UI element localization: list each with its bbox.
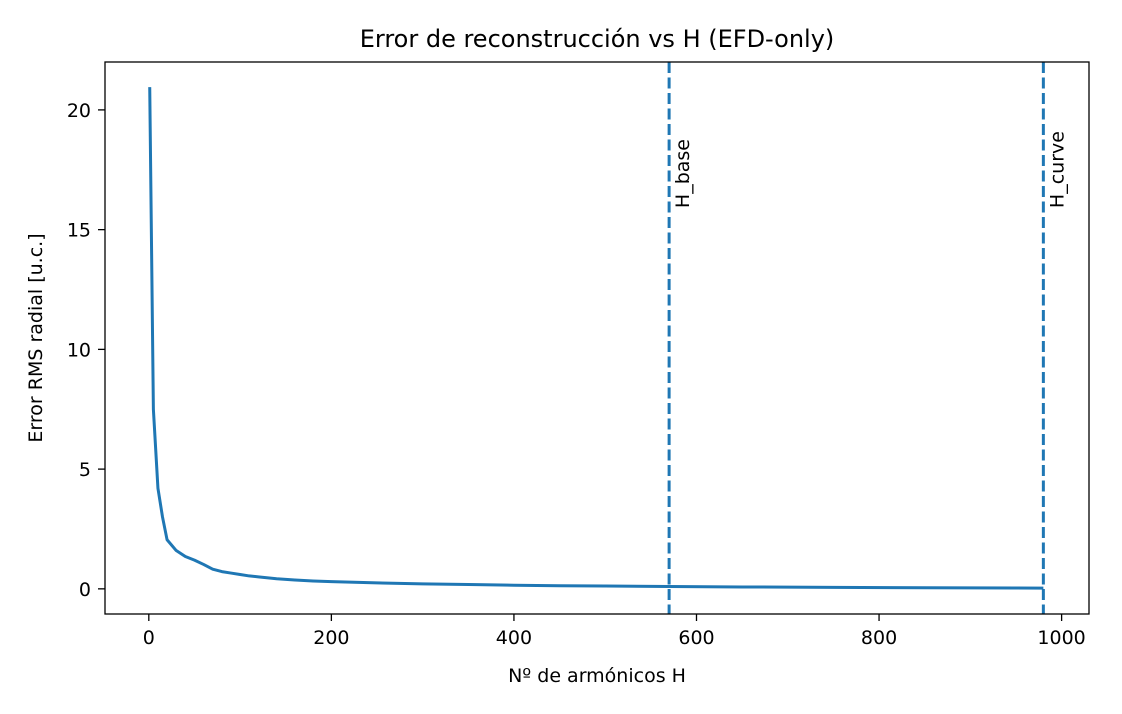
vline-label-h-curve: H_curve bbox=[1046, 131, 1068, 208]
x-tick-label: 600 bbox=[678, 627, 714, 649]
axis-ticks: 0 200 400 600 800 1000 0 5 10 15 20 bbox=[67, 100, 1086, 649]
x-tick-label: 200 bbox=[313, 627, 349, 649]
chart-title: Error de reconstrucción vs H (EFD-only) bbox=[360, 25, 835, 53]
x-tick-label: 1000 bbox=[1037, 627, 1085, 649]
x-tick-label: 800 bbox=[861, 627, 897, 649]
x-axis-label: Nº de armónicos H bbox=[508, 665, 686, 687]
series-line-0 bbox=[148, 87, 1044, 590]
plot-area: H_base H_curve bbox=[148, 62, 1068, 614]
y-tick-label: 0 bbox=[79, 579, 91, 601]
vline-label-h-base: H_base bbox=[672, 139, 694, 208]
y-axis-label: Error RMS radial [u.c.] bbox=[25, 233, 47, 442]
x-tick-label: 400 bbox=[496, 627, 532, 649]
plot-frame bbox=[104, 61, 1090, 615]
y-tick-label: 5 bbox=[79, 459, 91, 481]
y-tick-label: 20 bbox=[67, 100, 91, 122]
x-tick-label: 0 bbox=[143, 627, 155, 649]
y-tick-label: 15 bbox=[67, 220, 91, 242]
y-tick-label: 10 bbox=[67, 339, 91, 361]
